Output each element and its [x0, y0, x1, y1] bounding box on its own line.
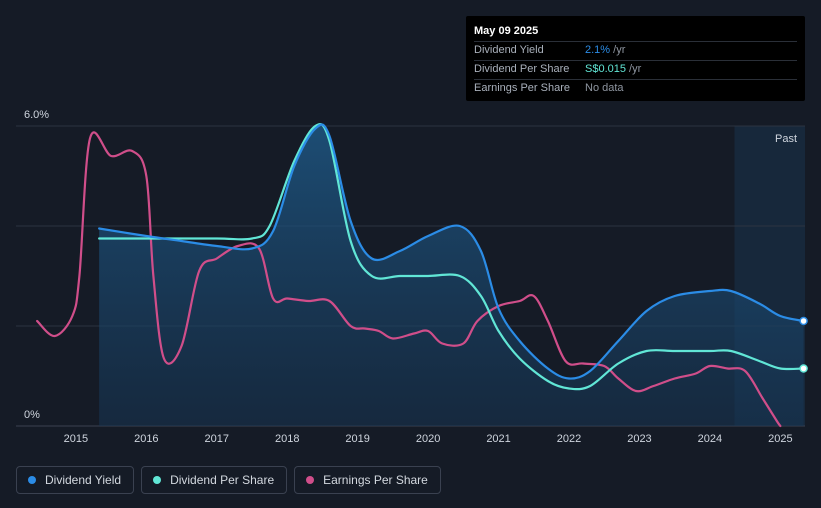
x-tick-label: 2021	[486, 433, 510, 445]
tooltip-date: May 09 2025	[474, 24, 797, 42]
tooltip-label: Earnings Per Share	[474, 82, 570, 94]
x-tick-label: 2016	[134, 433, 158, 445]
x-tick-label: 2015	[64, 433, 88, 445]
tooltip-row-dividend-yield: Dividend Yield 2.1% /yr	[474, 42, 797, 61]
legend-label: Earnings Per Share	[323, 473, 428, 487]
tooltip-row-dividend-per-share: Dividend Per Share S$0.015 /yr	[474, 61, 797, 80]
tooltip-unit: /yr	[625, 63, 642, 75]
y-tick-label: 6.0%	[24, 109, 49, 121]
x-tick-label: 2023	[627, 433, 651, 445]
past-label: Past	[775, 133, 797, 145]
legend-label: Dividend Per Share	[170, 473, 275, 487]
legend-dot-icon	[153, 476, 162, 484]
x-tick-label: 2022	[557, 433, 581, 445]
x-tick-label: 2024	[698, 433, 722, 445]
legend-dot-icon	[28, 476, 36, 484]
tooltip-unit: /yr	[610, 44, 626, 56]
x-tick-label: 2017	[205, 433, 229, 445]
legend-dot-icon	[306, 476, 315, 484]
legend-label: Dividend Yield	[45, 473, 122, 487]
chart-legend: Dividend Yield Dividend Per Share Earnin…	[16, 466, 448, 494]
tooltip-row-earnings-per-share: Earnings Per Share No data	[474, 80, 797, 98]
x-tick-label: 2019	[345, 433, 369, 445]
dividend-per-share-end-marker	[799, 364, 808, 373]
tooltip-panel: May 09 2025 Dividend Yield 2.1% /yr Divi…	[466, 16, 805, 101]
x-tick-label: 2020	[416, 433, 440, 445]
legend-item-dividend-yield[interactable]: Dividend Yield	[16, 466, 135, 494]
dividend-yield-end-marker	[799, 316, 808, 326]
dividend-yield-line	[98, 123, 805, 380]
x-tick-label: 2025	[768, 433, 792, 445]
tooltip-value: 2.1%	[585, 44, 611, 56]
earnings-per-share-line	[36, 131, 782, 428]
tooltip-value: S$0.015	[585, 63, 626, 75]
dividend-per-share-line	[98, 123, 805, 391]
y-tick-label: 0%	[24, 409, 40, 421]
tooltip-label: Dividend Yield	[474, 44, 544, 56]
tooltip-value: No data	[585, 82, 624, 94]
tooltip-label: Dividend Per Share	[474, 63, 570, 75]
x-tick-label: 2018	[275, 433, 299, 445]
legend-item-dividend-per-share[interactable]: Dividend Per Share	[141, 466, 288, 494]
legend-item-earnings-per-share[interactable]: Earnings Per Share	[294, 466, 441, 494]
